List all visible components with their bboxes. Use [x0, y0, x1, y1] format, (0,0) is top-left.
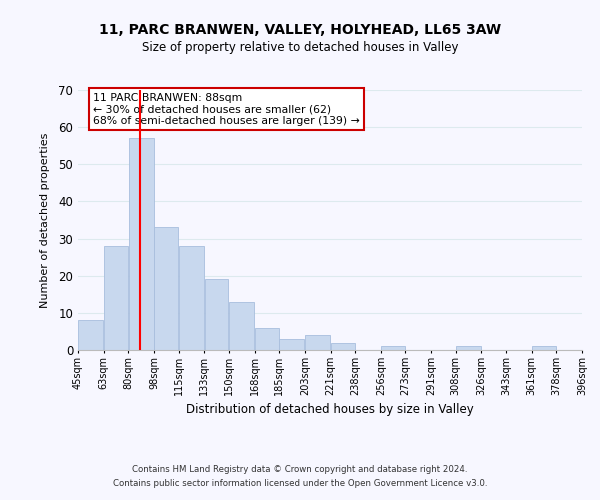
- Bar: [205, 280, 229, 350]
- Text: Size of property relative to detached houses in Valley: Size of property relative to detached ho…: [142, 41, 458, 54]
- Bar: [583, 346, 600, 350]
- Text: 11 PARC BRANWEN: 88sqm
← 30% of detached houses are smaller (62)
68% of semi-det: 11 PARC BRANWEN: 88sqm ← 30% of detached…: [93, 92, 360, 126]
- Bar: [532, 346, 556, 350]
- Bar: [305, 335, 331, 350]
- Bar: [104, 246, 128, 350]
- Bar: [154, 228, 178, 350]
- Text: 11, PARC BRANWEN, VALLEY, HOLYHEAD, LL65 3AW: 11, PARC BRANWEN, VALLEY, HOLYHEAD, LL65…: [99, 22, 501, 36]
- Bar: [128, 138, 154, 350]
- Bar: [229, 302, 254, 350]
- Bar: [382, 346, 405, 350]
- Bar: [79, 320, 103, 350]
- X-axis label: Distribution of detached houses by size in Valley: Distribution of detached houses by size …: [186, 404, 474, 416]
- Bar: [179, 246, 204, 350]
- Bar: [456, 346, 481, 350]
- Bar: [255, 328, 278, 350]
- Bar: [331, 342, 355, 350]
- Bar: [280, 339, 304, 350]
- Y-axis label: Number of detached properties: Number of detached properties: [40, 132, 50, 308]
- Text: Contains HM Land Registry data © Crown copyright and database right 2024.
Contai: Contains HM Land Registry data © Crown c…: [113, 466, 487, 487]
